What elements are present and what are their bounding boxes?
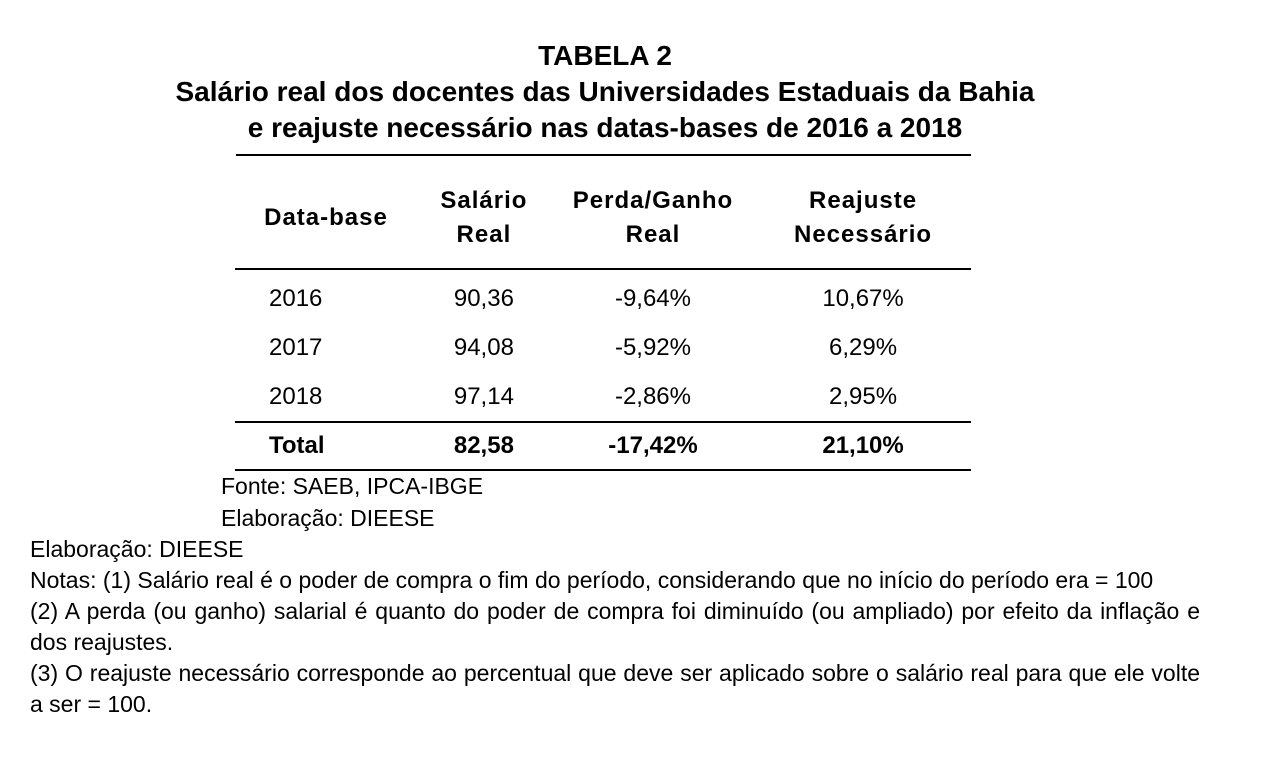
cell-salario: 94,08	[453, 333, 514, 361]
cell-year: 2018	[269, 382, 323, 410]
cell-total-salario: 82,58	[453, 432, 514, 459]
cell-total-perda: -17,42%	[608, 432, 698, 459]
note-2: (2) A perda (ou ganho) salarial é quanto…	[30, 598, 1200, 655]
header-data-base: Data-base	[264, 204, 388, 231]
cell-perda: -2,86%	[614, 382, 691, 410]
table-row: 2016 90,36 -9,64% 10,67%	[235, 269, 971, 323]
notes-elaboracao: Elaboração: DIEESE	[30, 536, 244, 562]
title-line-1: TABELA 2	[538, 40, 672, 71]
cell-perda: -5,92%	[614, 333, 691, 361]
title-underline	[236, 154, 971, 156]
note-1: Notas: (1) Salário real é o poder de com…	[30, 567, 1154, 593]
cell-year: 2017	[269, 333, 323, 361]
cell-salario: 97,14	[453, 382, 514, 410]
cell-reajuste: 2,95%	[829, 382, 898, 410]
table-row: 2018 97,14 -2,86% 2,95%	[235, 372, 971, 422]
cell-year: 2016	[269, 284, 323, 312]
cell-reajuste: 6,29%	[829, 333, 898, 361]
header-perda-ganho-real: Perda/Ganho Real	[572, 187, 734, 248]
table-header-row: Data-base Salário Real Perda/Ganho Real …	[235, 168, 971, 269]
title-line-3: e reajuste necessário nas datas-bases de…	[247, 112, 963, 143]
source-fonte: Fonte: SAEB, IPCA-IBGE	[221, 473, 484, 499]
table-total-row: Total 82,58 -17,42% 21,10%	[235, 422, 971, 470]
header-reajuste-necessario: Reajuste Necessário	[794, 187, 933, 248]
cell-total-reajuste: 21,10%	[822, 432, 904, 459]
notes-section: Elaboração: DIEESE Notas: (1) Salário re…	[30, 534, 1200, 720]
table-title: TABELA 2 Salário real dos docentes das U…	[0, 38, 1210, 146]
cell-salario: 90,36	[453, 284, 514, 312]
salary-table: Data-base Salário Real Perda/Ganho Real …	[235, 168, 971, 471]
header-salario-real: Salário Real	[440, 187, 528, 248]
cell-reajuste: 10,67%	[822, 284, 904, 312]
cell-total-label: Total	[269, 432, 325, 459]
title-line-2: Salário real dos docentes das Universida…	[175, 76, 1035, 107]
source-elaboracao: Elaboração: DIEESE	[221, 505, 435, 531]
table-row: 2017 94,08 -5,92% 6,29%	[235, 323, 971, 372]
note-3: (3) O reajuste necessário corresponde ao…	[30, 660, 1200, 717]
cell-perda: -9,64%	[614, 284, 691, 312]
